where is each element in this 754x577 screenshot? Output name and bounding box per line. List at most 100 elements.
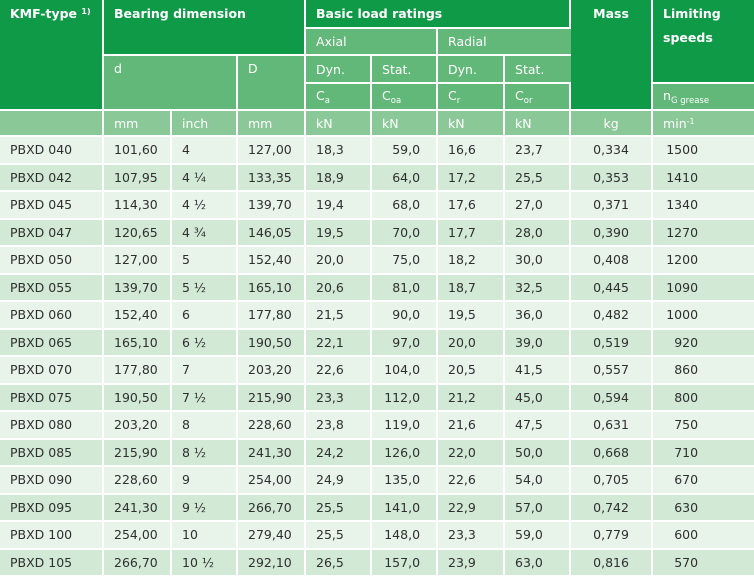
- cell-ca: 25,5: [306, 522, 372, 550]
- cell-cor: 36,0: [505, 302, 571, 330]
- cell-speed: 1500: [653, 137, 754, 165]
- cell-d-mm: 177,80: [104, 357, 172, 385]
- cell-D-mm: 228,60: [238, 412, 306, 440]
- cell-cor: 32,5: [505, 275, 571, 303]
- header-dyn-radial: Dyn.: [438, 56, 505, 84]
- unit-d-inch: inch: [172, 111, 238, 137]
- cell-type: PBXD 070: [0, 357, 104, 385]
- header-axial: Axial: [306, 29, 438, 56]
- cell-ca: 23,3: [306, 385, 372, 413]
- cell-cor: 47,5: [505, 412, 571, 440]
- header-radial: Radial: [438, 29, 571, 56]
- cell-coa: 126,0: [372, 440, 438, 468]
- cell-mass: 0,594: [571, 385, 653, 413]
- cor-sub: or: [524, 96, 533, 106]
- cell-type: PBXD 080: [0, 412, 104, 440]
- cell-speed: 600: [653, 522, 754, 550]
- cell-cr: 16,6: [438, 137, 505, 165]
- cr-main: C: [448, 88, 457, 103]
- cell-d-inch: 10 ½: [172, 550, 238, 577]
- cell-type: PBXD 047: [0, 220, 104, 248]
- cell-type: PBXD 090: [0, 467, 104, 495]
- header-coa: Coa: [372, 84, 438, 111]
- cell-type: PBXD 055: [0, 275, 104, 303]
- cell-coa: 90,0: [372, 302, 438, 330]
- cell-D-mm: 177,80: [238, 302, 306, 330]
- cell-ca: 19,5: [306, 220, 372, 248]
- cell-ca: 24,2: [306, 440, 372, 468]
- cell-ca: 23,8: [306, 412, 372, 440]
- cell-d-inch: 9 ½: [172, 495, 238, 523]
- cell-speed: 750: [653, 412, 754, 440]
- header-n-grease: nG grease: [653, 84, 754, 111]
- cor-main: C: [515, 88, 524, 103]
- cell-type: PBXD 065: [0, 330, 104, 358]
- cell-type: PBXD 042: [0, 165, 104, 193]
- cell-d-mm: 114,30: [104, 192, 172, 220]
- cell-coa: 70,0: [372, 220, 438, 248]
- cell-D-mm: 279,40: [238, 522, 306, 550]
- header-ca: Ca: [306, 84, 372, 111]
- cell-mass: 0,779: [571, 522, 653, 550]
- cell-d-inch: 8: [172, 412, 238, 440]
- cell-cr: 22,6: [438, 467, 505, 495]
- cell-cr: 21,2: [438, 385, 505, 413]
- cell-ca: 25,5: [306, 495, 372, 523]
- coa-main: C: [382, 88, 391, 103]
- cell-type: PBXD 060: [0, 302, 104, 330]
- cell-coa: 104,0: [372, 357, 438, 385]
- cell-d-mm: 190,50: [104, 385, 172, 413]
- cell-cor: 45,0: [505, 385, 571, 413]
- cell-type: PBXD 095: [0, 495, 104, 523]
- cell-D-mm: 203,20: [238, 357, 306, 385]
- cell-d-inch: 7 ½: [172, 385, 238, 413]
- cell-speed: 1270: [653, 220, 754, 248]
- unit-ca-kn: kN: [306, 111, 372, 137]
- cell-D-mm: 254,00: [238, 467, 306, 495]
- cell-cor: 28,0: [505, 220, 571, 248]
- cell-D-mm: 165,10: [238, 275, 306, 303]
- cell-D-mm: 292,10: [238, 550, 306, 577]
- cell-cor: 25,5: [505, 165, 571, 193]
- cell-coa: 81,0: [372, 275, 438, 303]
- cell-mass: 0,390: [571, 220, 653, 248]
- header-bearing-dimension: Bearing dimension: [104, 0, 306, 56]
- min-exponent: -1: [687, 117, 695, 126]
- cell-d-mm: 228,60: [104, 467, 172, 495]
- cell-coa: 59,0: [372, 137, 438, 165]
- cell-ca: 24,9: [306, 467, 372, 495]
- cell-cor: 50,0: [505, 440, 571, 468]
- cell-d-inch: 9: [172, 467, 238, 495]
- speeds-label: speeds: [663, 30, 713, 45]
- cell-d-mm: 215,90: [104, 440, 172, 468]
- cell-cr: 23,9: [438, 550, 505, 577]
- header-mass: Mass: [571, 0, 653, 111]
- cell-mass: 0,482: [571, 302, 653, 330]
- cell-D-mm: 133,35: [238, 165, 306, 193]
- limiting-label: Limiting: [663, 6, 721, 21]
- cell-mass: 0,705: [571, 467, 653, 495]
- cell-ca: 18,3: [306, 137, 372, 165]
- cell-coa: 112,0: [372, 385, 438, 413]
- cell-ca: 22,6: [306, 357, 372, 385]
- cell-ca: 19,4: [306, 192, 372, 220]
- cell-speed: 860: [653, 357, 754, 385]
- header-stat-radial: Stat.: [505, 56, 571, 84]
- cell-ca: 21,5: [306, 302, 372, 330]
- cell-cor: 41,5: [505, 357, 571, 385]
- cell-cor: 27,0: [505, 192, 571, 220]
- cell-cr: 20,0: [438, 330, 505, 358]
- cell-d-inch: 10: [172, 522, 238, 550]
- cell-cr: 18,7: [438, 275, 505, 303]
- cell-speed: 570: [653, 550, 754, 577]
- cell-cr: 18,2: [438, 247, 505, 275]
